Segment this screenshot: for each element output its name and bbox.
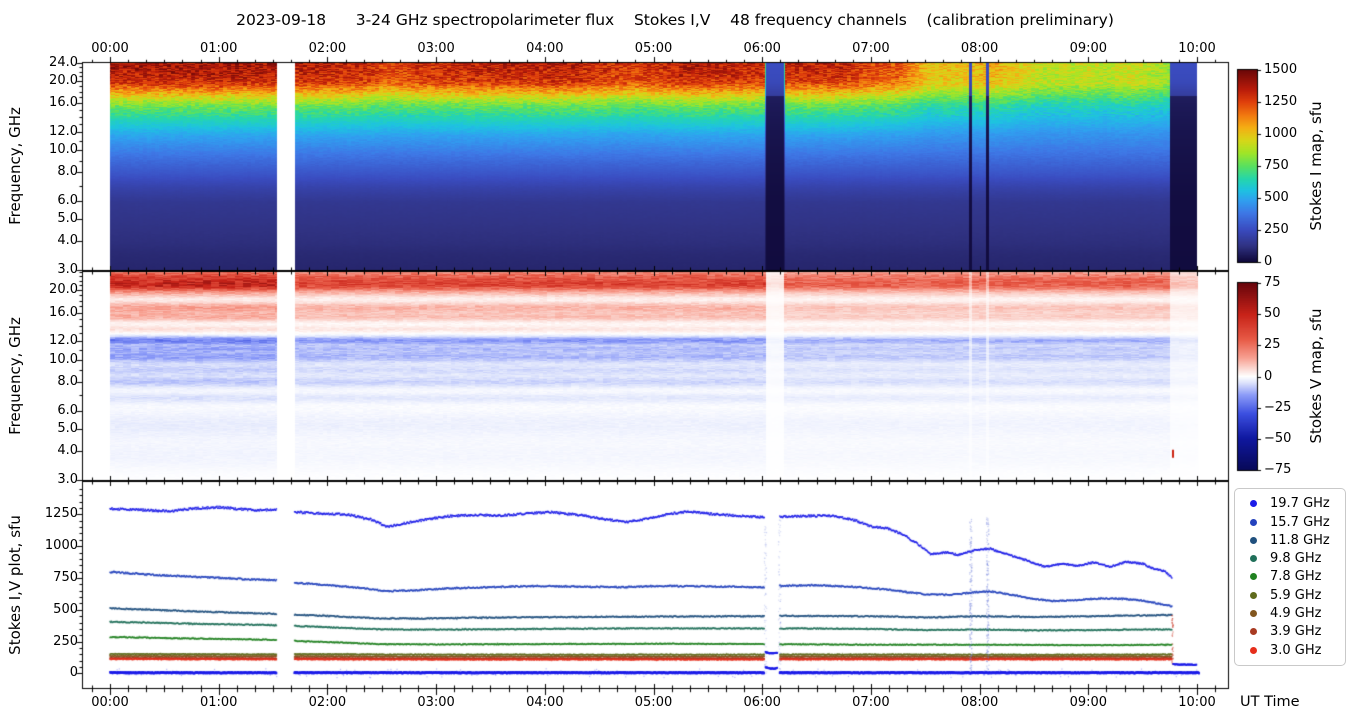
stokes-v-colorbar-title: Stokes V map, sfu: [1307, 308, 1325, 444]
legend-dot-icon: [1250, 500, 1257, 508]
legend-dot-icon: [1250, 610, 1257, 618]
figure-title: 2023-09-18 3-24 GHz spectropolarimeter f…: [236, 11, 1114, 29]
legend-dot-icon: [1250, 555, 1257, 563]
legend-entry: 7.8 GHz: [1235, 569, 1345, 584]
stokes-i-colorbar-title: Stokes I map, sfu: [1307, 101, 1325, 231]
x-axis-title: UT Time: [1240, 694, 1300, 710]
legend-label: 3.9 GHz: [1270, 624, 1322, 640]
legend-entry: 5.9 GHz: [1235, 588, 1345, 603]
legend-entry: 3.0 GHz: [1235, 643, 1345, 658]
stokes-v-map-y-axis-title: Frequency, GHz: [6, 317, 24, 435]
legend-entry: 9.8 GHz: [1235, 551, 1345, 566]
legend-entry: 15.7 GHz: [1235, 515, 1345, 530]
legend-label: 7.8 GHz: [1270, 569, 1322, 585]
stokes-iv-plot-y-axis-title: Stokes I,V plot, sfu: [6, 515, 24, 655]
legend-label: 15.7 GHz: [1270, 514, 1330, 530]
legend-dot-icon: [1250, 536, 1257, 544]
legend-dot-icon: [1250, 591, 1257, 599]
legend-dot-icon: [1250, 573, 1257, 581]
legend-dot-icon: [1250, 518, 1257, 526]
stokes-i-map-y-axis-title: Frequency, GHz: [6, 107, 24, 225]
legend-dot-icon: [1250, 628, 1257, 636]
legend-label: 3.0 GHz: [1270, 642, 1322, 658]
legend-entry: 3.9 GHz: [1235, 624, 1345, 639]
legend-entry: 19.7 GHz: [1235, 496, 1345, 511]
legend-box: 19.7 GHz 15.7 GHz 11.8 GHz 9.8 GHz 7.8 GHz 5.…: [1234, 488, 1346, 666]
legend-label: 5.9 GHz: [1270, 587, 1322, 603]
legend-entry: 11.8 GHz: [1235, 533, 1345, 548]
legend-label: 19.7 GHz: [1270, 496, 1330, 512]
legend-dot-icon: [1250, 646, 1257, 654]
legend-label: 11.8 GHz: [1270, 532, 1330, 548]
legend-label: 9.8 GHz: [1270, 551, 1322, 567]
legend-label: 4.9 GHz: [1270, 606, 1322, 622]
legend-entry: 4.9 GHz: [1235, 606, 1345, 621]
